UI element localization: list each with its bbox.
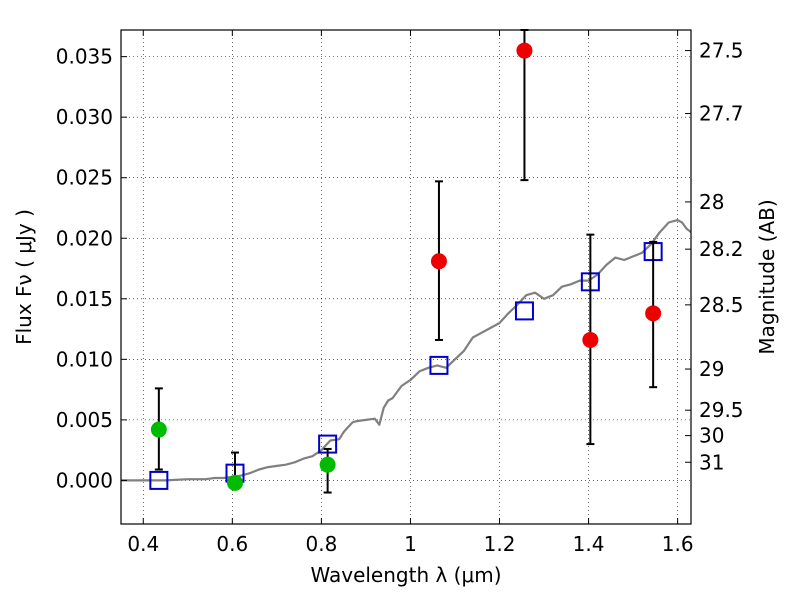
y-tick-label: 0.035 — [56, 45, 113, 69]
y-tick-label: 0.000 — [56, 468, 113, 492]
right-y-tick-label: 28 — [699, 190, 724, 214]
y-axis-label: Flux Fν ( μJy ) — [12, 209, 36, 345]
x-tick-label: 0.4 — [127, 532, 159, 556]
right-y-axis-label: Magnitude (AB) — [755, 199, 779, 354]
y-tick-label: 0.025 — [56, 166, 113, 190]
right-y-tick-label: 27.5 — [699, 39, 744, 63]
right-y-tick-label: 31 — [699, 450, 724, 474]
right-y-tick-label: 27.7 — [699, 102, 744, 126]
y-tick-label: 0.005 — [56, 408, 113, 432]
observed-flux-point — [582, 331, 599, 348]
data-layer — [121, 29, 692, 494]
x-axis-label: Wavelength λ (μm) — [310, 563, 501, 587]
x-tick-label: 1.2 — [484, 532, 516, 556]
right-y-tick-label: 28.2 — [699, 237, 744, 261]
right-y-tick-label: 30 — [699, 424, 724, 448]
y-tick-label: 0.030 — [56, 105, 113, 129]
x-tick-label: 0.8 — [305, 532, 337, 556]
y-tick-label: 0.010 — [56, 347, 113, 371]
y-tick-label: 0.015 — [56, 287, 113, 311]
x-tick-label: 0.6 — [216, 532, 248, 556]
axis-ticks: 0.4 0.6 0.8 1 1.2 1.4 1.6 0.000 0.005 0.010 0.015 0… — [56, 30, 744, 556]
model-square-point — [149, 470, 169, 490]
right-y-tick-label: 29 — [699, 357, 724, 381]
observed-flux-point — [516, 42, 533, 59]
observed-flux-point — [227, 474, 243, 491]
model-square-point — [514, 301, 534, 321]
model-square-point — [429, 355, 449, 375]
model-spectrum-line — [121, 219, 692, 482]
plot-frame — [120, 29, 692, 525]
x-tick-label: 1.6 — [662, 532, 694, 556]
right-y-tick-label: 29.5 — [699, 398, 744, 422]
observed-flux-point — [645, 305, 662, 322]
observed-flux-point — [430, 253, 447, 270]
x-tick-label: 1 — [404, 532, 417, 556]
grid-lines — [121, 30, 691, 524]
observed-flux-point — [319, 456, 336, 473]
right-y-tick-label: 28.5 — [699, 293, 744, 317]
x-tick-label: 1.4 — [573, 532, 605, 556]
observed-flux-point — [150, 421, 167, 438]
y-tick-label: 0.020 — [56, 226, 113, 250]
